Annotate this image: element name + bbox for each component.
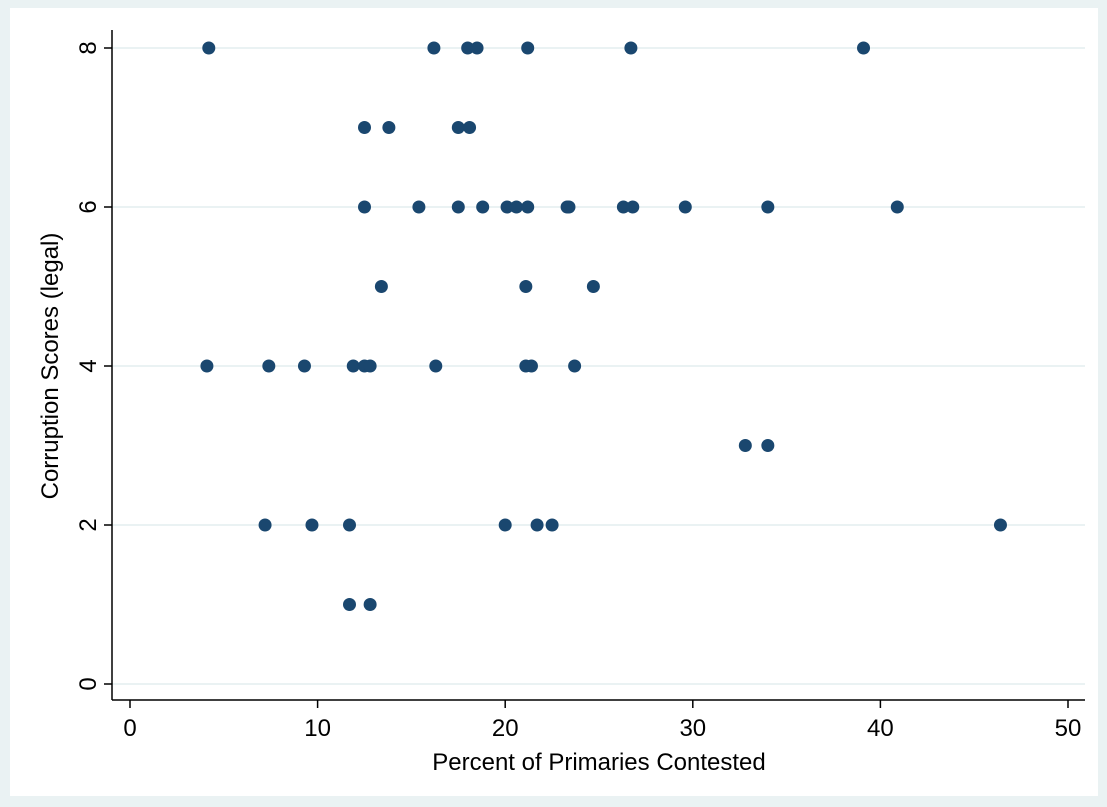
y-tick-label: 4	[75, 359, 102, 372]
point	[374, 280, 388, 293]
point	[530, 518, 544, 532]
point	[463, 121, 477, 134]
point	[616, 200, 630, 214]
x-tick-label: 50	[1055, 715, 1082, 742]
point	[382, 121, 396, 134]
point	[519, 280, 533, 293]
point	[363, 359, 377, 373]
x-tick-label: 40	[867, 715, 894, 742]
point	[890, 200, 904, 214]
x-tick-label: 30	[679, 715, 706, 742]
point	[200, 359, 214, 373]
point	[342, 598, 356, 611]
point	[738, 439, 752, 452]
y-tick-label: 2	[75, 518, 102, 531]
point	[568, 359, 582, 373]
x-axis-title: Percent of Primaries Contested	[432, 749, 765, 776]
point	[545, 518, 559, 532]
point	[346, 359, 360, 373]
point	[500, 200, 514, 214]
y-axis-title: Corruption Scores (legal)	[37, 233, 64, 500]
y-tick-label: 0	[75, 677, 102, 690]
point	[761, 200, 775, 214]
x-tick-label: 0	[123, 715, 136, 742]
point	[297, 359, 311, 373]
point	[451, 121, 465, 134]
point	[857, 41, 871, 55]
x-tick-label: 20	[492, 715, 519, 742]
point	[358, 200, 371, 214]
point	[427, 41, 441, 55]
point	[470, 41, 484, 55]
point	[626, 200, 640, 214]
point	[451, 200, 465, 214]
y-tick-label: 6	[75, 200, 102, 213]
point	[412, 200, 426, 214]
point	[678, 200, 692, 214]
point	[342, 518, 356, 532]
x-tick-label: 10	[304, 715, 331, 742]
point	[202, 41, 216, 55]
point	[521, 41, 535, 55]
point	[363, 598, 377, 611]
point	[586, 280, 600, 293]
point	[305, 518, 319, 532]
point	[262, 359, 276, 373]
point	[461, 41, 475, 55]
point	[509, 200, 523, 214]
point	[476, 200, 490, 214]
point	[761, 439, 775, 452]
point	[358, 121, 371, 134]
point	[524, 359, 538, 373]
point	[993, 518, 1007, 532]
point	[258, 518, 272, 532]
point	[429, 359, 443, 373]
point	[562, 200, 576, 214]
y-tick-label: 8	[75, 41, 102, 54]
point	[521, 200, 535, 214]
point	[624, 41, 638, 55]
point	[498, 518, 512, 532]
graph-region	[10, 8, 1098, 796]
